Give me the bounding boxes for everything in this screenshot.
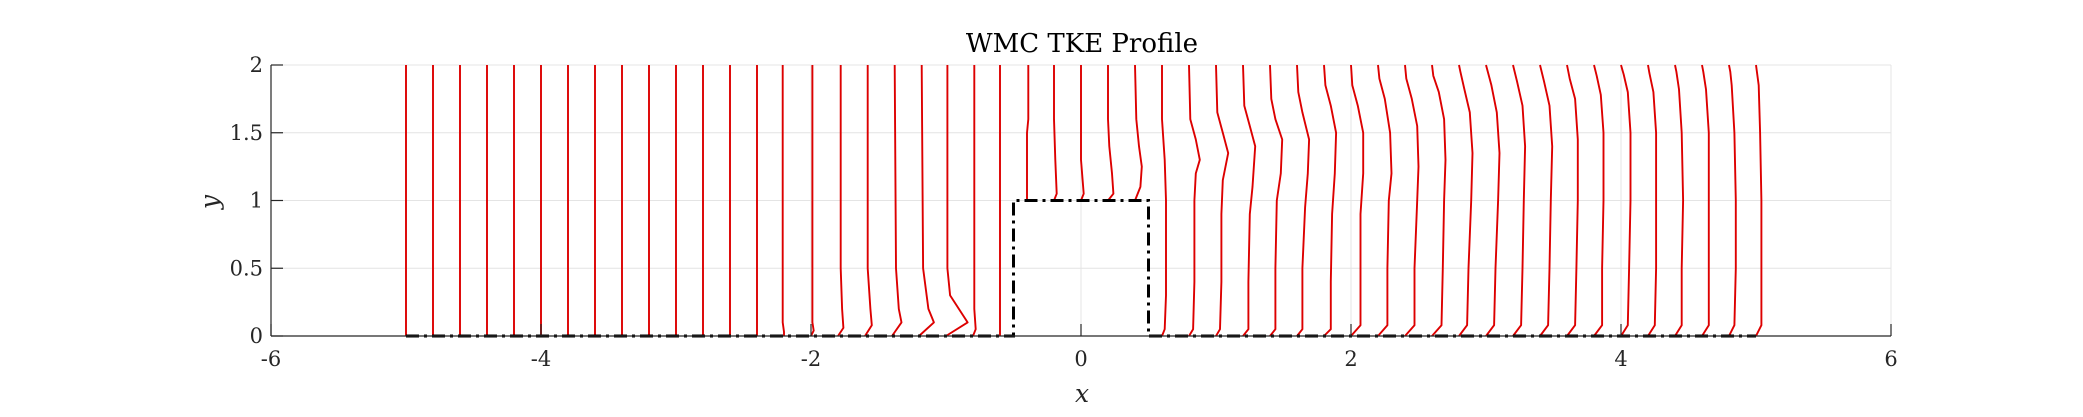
tke-profile-line [1377, 64, 1393, 337]
tke-profile-line [1215, 64, 1230, 337]
tke-profile-line [1296, 64, 1311, 337]
x-tick-label: 4 [1614, 347, 1627, 371]
tke-profile-line [1107, 65, 1115, 202]
tke-profile-line [1053, 65, 1058, 201]
tke-profile-line [1728, 64, 1737, 337]
tke-profile-line [1485, 64, 1501, 337]
y-tick-label: 1.5 [230, 121, 263, 145]
x-tick-label: 6 [1884, 347, 1897, 371]
tke-profile-line [1269, 64, 1284, 337]
y-axis-label: y [195, 194, 224, 210]
chart-title: WMC TKE Profile [966, 29, 1198, 59]
y-tick-label: 1 [250, 189, 263, 213]
tke-profile-line [1323, 64, 1338, 337]
tke-profile-line [1512, 64, 1527, 337]
tke-profile-line [864, 65, 873, 337]
tke-profile-line [1188, 64, 1201, 337]
tke-profile-line [1350, 64, 1365, 337]
tke-profile-line [1242, 64, 1257, 337]
x-axis-label: x [1075, 379, 1089, 408]
y-tick-label: 2 [250, 53, 263, 77]
tke-profile-line [1620, 64, 1632, 337]
tke-profile-line [1431, 64, 1447, 337]
tke-profile-line [1539, 64, 1554, 337]
tke-profile-line [1404, 64, 1420, 337]
x-tick-label: 2 [1344, 347, 1357, 371]
x-tick-label: 0 [1074, 347, 1087, 371]
y-tick-label: 0 [250, 324, 263, 348]
y-tick-label: 0.5 [230, 256, 263, 280]
tke-profile-line [810, 65, 815, 337]
tke-profile-line [1674, 64, 1685, 337]
tke-profile-line [1647, 64, 1658, 337]
tke-profile-line [1134, 64, 1143, 201]
tke-profile-line [972, 65, 977, 337]
x-tick-label: -2 [801, 347, 821, 371]
x-tick-label: -6 [261, 347, 281, 371]
tke-profile-line [1701, 64, 1710, 337]
tke-profile-line [1593, 64, 1605, 337]
tke-profile-line [1026, 65, 1030, 201]
tke-profile-line [891, 64, 903, 337]
tke-profile-line [1080, 65, 1085, 201]
tke-profile-line [1566, 64, 1579, 337]
x-tick-label: -4 [531, 347, 551, 371]
tke-profile-line [837, 65, 845, 337]
tke-profile-line [1755, 64, 1763, 337]
tke-profile-line [918, 64, 935, 337]
tke-profile-line [945, 65, 969, 337]
tke-profile-line [1458, 64, 1474, 337]
tke-profile-line [1161, 65, 1167, 337]
tke-profile-line [781, 65, 785, 336]
axes: -6 -4 -2 0 2 4 6 0 0.5 1 1.5 2 [230, 53, 1898, 371]
